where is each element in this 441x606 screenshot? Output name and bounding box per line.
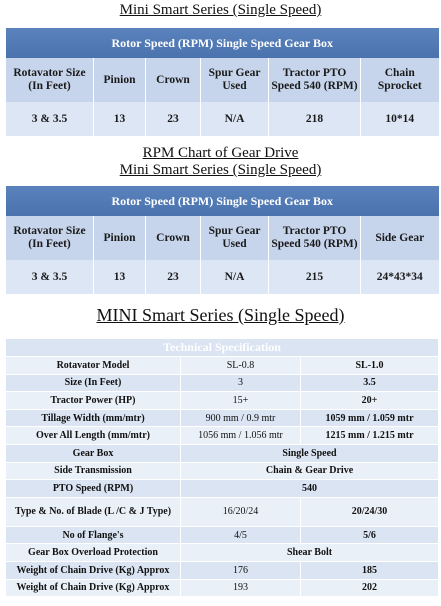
spec-label: Rotavator Model [5,356,181,375]
spec-label: Weight of Chain Drive (Kg) Approx [5,578,181,598]
cell: 13 [93,260,146,294]
column-header: Spur Gear Used [200,216,269,260]
spec-value: 4/5 [180,525,301,545]
spec-value: 20/24/30 [299,496,440,527]
gear-table: Rotor Speed (RPM) Single Speed Gear Box R… [5,186,439,294]
spec-value: Shear Bolt [179,543,440,562]
heading: Mini Smart Series (Single Speed) [0,2,441,19]
caption: Rotor Speed (RPM) Single Speed Gear Box [5,28,439,58]
spec-value: 3.5 [299,373,440,393]
heading: Mini Smart Series (Single Speed) [0,162,441,179]
column-header: Spur Gear Used [200,58,269,102]
spec-value: 900 mm / 0.9 mtr [180,408,301,428]
spec-label: Gear Box [5,443,181,463]
spec-label: Over All Length (mm/mtr) [5,426,181,445]
spec-value: 1059 mm / 1.059 mtr [299,408,440,428]
cell: N/A [200,260,269,294]
column-header: Chain Sprocket [360,58,439,102]
spec-value: 540 [179,479,440,498]
spec-row: Over All Length (mm/mtr) 1056 mm / 1.056 … [5,426,440,445]
spec-row: Rotavator Model SL-0.8 SL-1.0 [5,356,440,375]
cell: 10*14 [360,102,439,136]
spacer [0,136,441,145]
spec-value: 176 [180,560,301,580]
caption-row: Technical Specification [4,338,440,357]
cell: 3 & 3.5 [5,102,94,136]
cell: 218 [268,102,361,136]
caption: Technical Specification [4,338,440,357]
spec-value: 3 [180,373,301,393]
heading: RPM Chart of Gear Drive [0,145,441,162]
spec-label: Weight of Chain Drive (Kg) Approx [5,560,181,580]
spec-label: Size (In Feet) [5,373,181,393]
spec-label: Gear Box Overload Protection [5,543,181,562]
spec-value: 15+ [180,391,301,410]
cell: 13 [93,102,146,136]
spec-row: Side Transmission Chain & Gear Drive [5,461,440,481]
spec-value: 193 [180,578,301,598]
data-row: 3 & 3.5 13 23 N/A 218 10*14 [5,102,439,136]
column-header: Pinion [93,58,146,102]
caption-row: Rotor Speed (RPM) Single Speed Gear Box [5,186,439,216]
cell: 215 [268,260,361,294]
spec-value: SL-1.0 [299,356,440,375]
spec-row: Type & No. of Blade (L /C & J Type) 16/20… [5,496,440,527]
spec-value: 1215 mm / 1.215 mtr [299,426,440,445]
header-row: Rotavator Size (In Feet) Pinion Crown Spur … [5,216,439,260]
header-row: Rotavator Size (In Feet) Pinion Crown Spur … [5,58,439,102]
spec-row: Gear Box Single Speed [5,443,440,463]
heading-text: Mini Smart Series (Single Speed) [119,162,322,178]
column-header: Pinion [93,216,146,260]
spec-row: Size (In Feet) 3 3.5 [5,373,440,393]
column-header: Crown [145,216,201,260]
spec-value: 5/6 [299,525,440,545]
column-header: Tractor PTO Speed 540 (RPM) [268,58,361,102]
column-header: Crown [145,58,201,102]
spec-label: No of Flange's [5,525,181,545]
spec-value: 185 [299,560,440,580]
spec-label: Type & No. of Blade (L /C & J Type) [5,496,181,527]
spec-value: 1056 mm / 1.056 mtr [180,426,301,445]
spec-label: PTO Speed (RPM) [5,479,181,498]
caption: Rotor Speed (RPM) Single Speed Gear Box [5,186,439,216]
column-header: Side Gear [360,216,439,260]
cell: 23 [145,260,201,294]
column-header: Rotavator Size (In Feet) [5,216,94,260]
spacer [0,179,441,186]
spec-label: Tillage Width (mm/mtr) [5,408,181,428]
cell: 3 & 3.5 [5,260,94,294]
heading-text: Mini Smart Series (Single Speed) [119,2,322,18]
data-row: 3 & 3.5 13 23 N/A 215 24*43*34 [5,260,439,294]
spec-row: Gear Box Overload Protection Shear Bolt [5,543,440,562]
gear-table: Rotor Speed (RPM) Single Speed Gear Box R… [5,28,439,136]
cell: 23 [145,102,201,136]
cell: N/A [200,102,269,136]
spec-row: Weight of Chain Drive (Kg) Approx 193 202 [5,578,440,598]
spec-row: Tractor Power (HP) 15+ 20+ [5,391,440,410]
spec-table: Technical Specification Rotavator Model SL… [4,338,440,598]
spec-value: Chain & Gear Drive [179,461,440,481]
spec-value: 202 [299,578,440,598]
spacer [0,19,441,28]
spec-value: Single Speed [179,443,440,463]
spec-value: 16/20/24 [180,496,301,527]
spec-value: SL-0.8 [180,356,301,375]
column-header: Tractor PTO Speed 540 (RPM) [268,216,361,260]
spec-row: No of Flange's 4/5 5/6 [5,525,440,545]
heading-text: RPM Chart of Gear Drive [142,145,299,161]
spacer [0,294,441,304]
spec-row: PTO Speed (RPM) 540 [5,479,440,498]
caption-row: Rotor Speed (RPM) Single Speed Gear Box [5,28,439,58]
spacer [0,326,441,338]
heading: MINI Smart Series (Single Speed) [0,304,441,326]
cell: 24*43*34 [360,260,439,294]
column-header: Rotavator Size (In Feet) [5,58,94,102]
spec-row: Weight of Chain Drive (Kg) Approx 176 185 [5,560,440,580]
spec-value: 20+ [299,391,440,410]
spec-label: Side Transmission [5,461,181,481]
spec-label: Tractor Power (HP) [5,391,181,410]
spec-row: Tillage Width (mm/mtr) 900 mm / 0.9 mtr 10… [5,408,440,428]
heading-text: MINI Smart Series (Single Speed) [96,305,345,325]
